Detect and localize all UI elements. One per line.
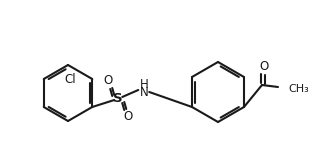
Text: O: O	[124, 110, 133, 124]
Text: O: O	[104, 75, 113, 88]
Text: Cl: Cl	[64, 73, 76, 86]
Text: CH₃: CH₃	[288, 84, 309, 94]
Text: S: S	[113, 92, 123, 106]
Text: O: O	[259, 60, 268, 73]
Text: H: H	[140, 78, 148, 91]
Text: N: N	[140, 85, 148, 98]
